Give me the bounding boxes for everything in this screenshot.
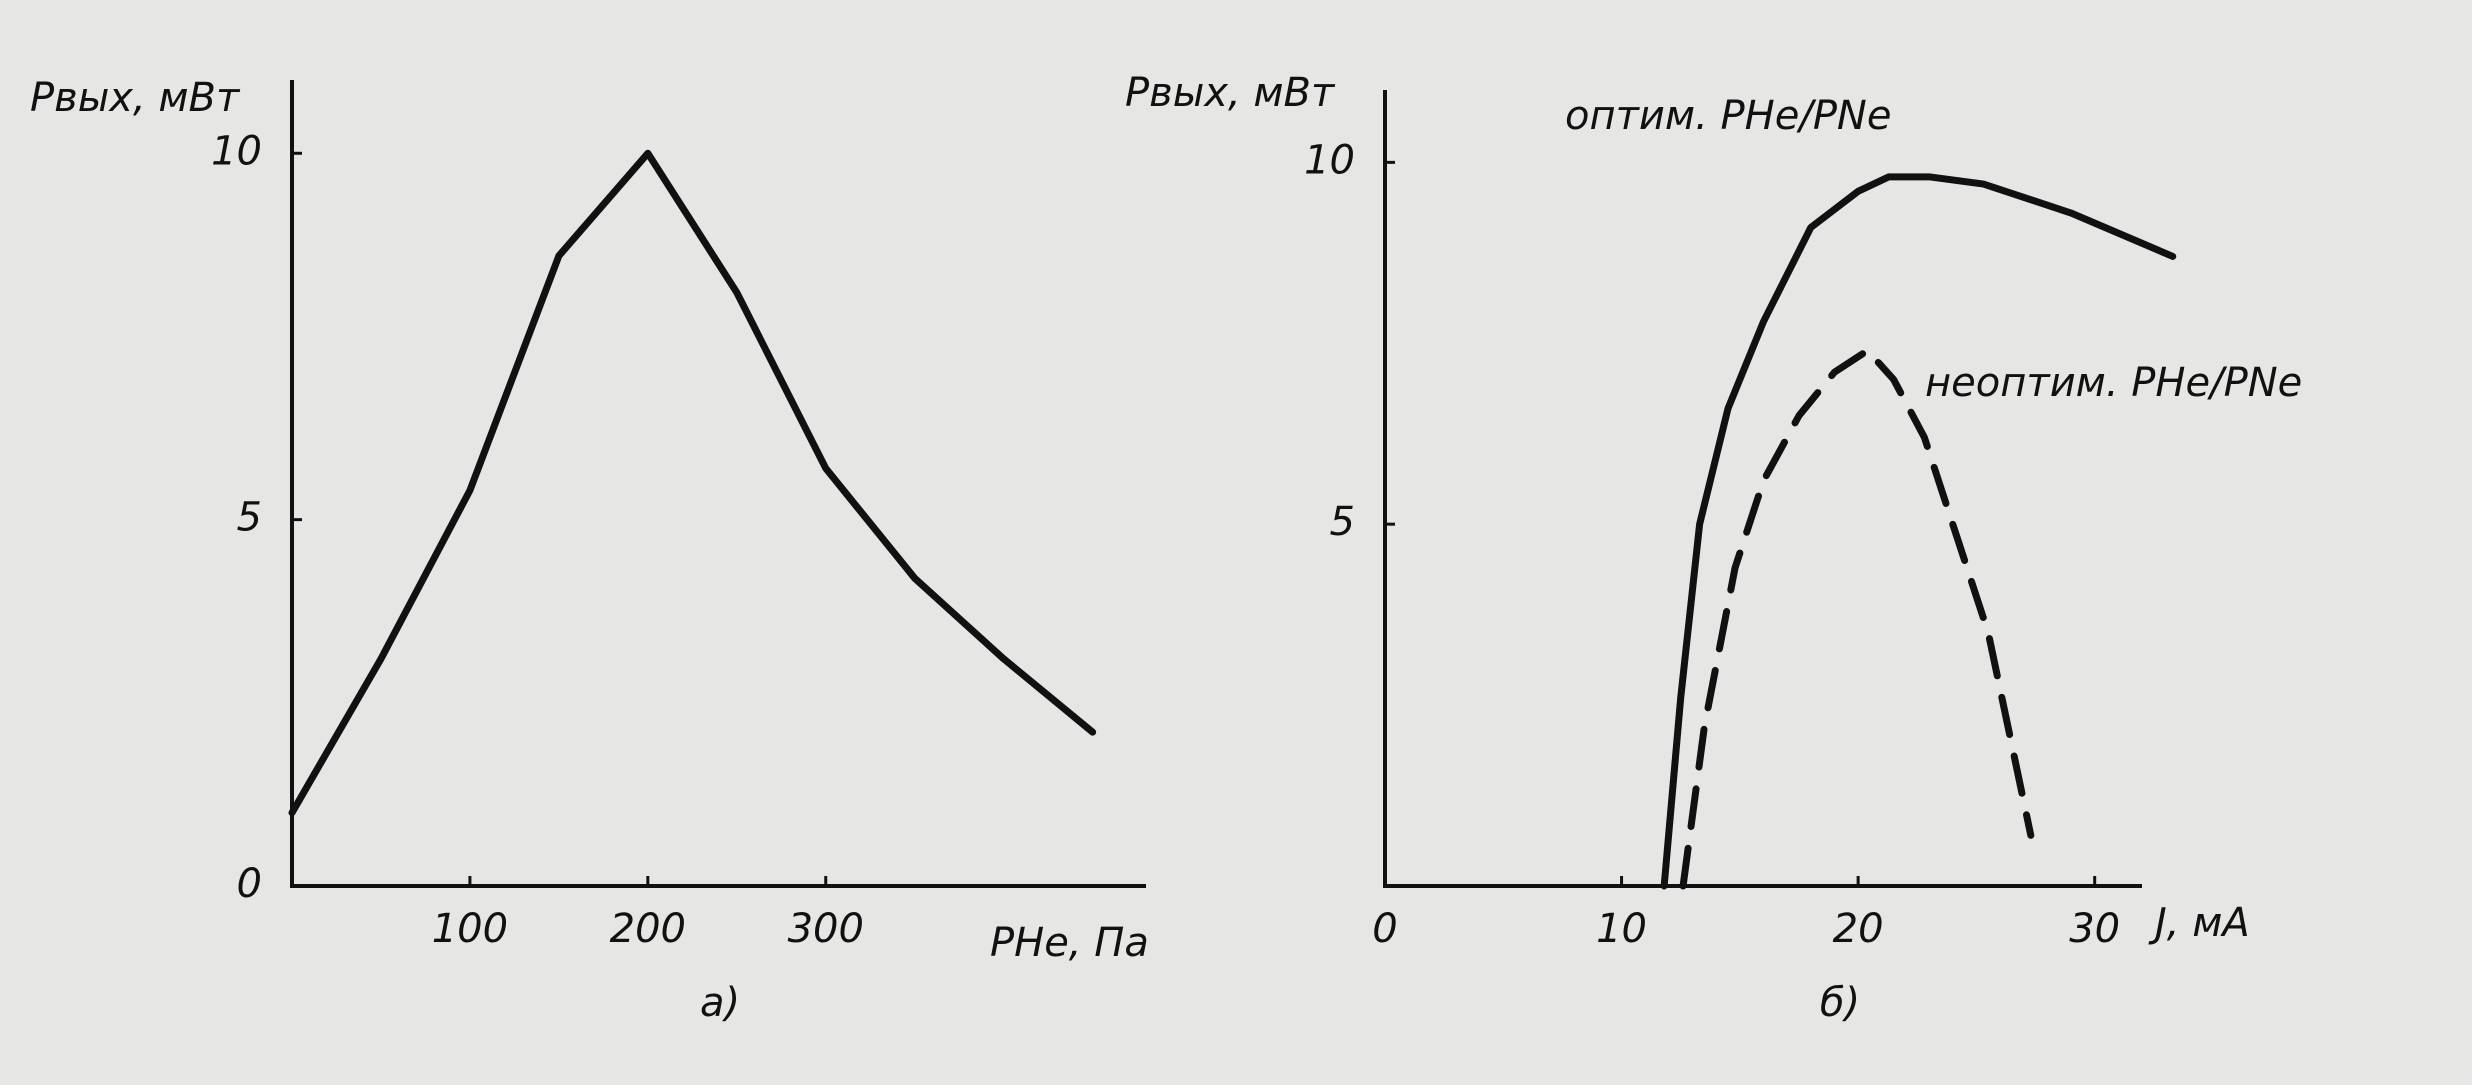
y-tick-label: 10 (211, 128, 262, 174)
x-tick-label: 300 (788, 906, 864, 952)
subtitle: а) (700, 980, 740, 1026)
x-axis-label: PHe, Па (990, 920, 1149, 966)
series-label: неоптим. PHe/PNe (1925, 360, 2302, 406)
x-tick-label: 0 (1372, 906, 1397, 952)
x-tick-label: 20 (1833, 906, 1884, 952)
subtitle: б) (1820, 980, 1860, 1026)
y-tick-label: 5 (1330, 499, 1355, 545)
curve (1679, 347, 2035, 890)
x-tick-label: 100 (432, 906, 508, 952)
x-tick-label: 200 (610, 906, 686, 952)
curve (1660, 173, 2177, 890)
y-tick-label: 0 (237, 861, 262, 907)
y-tick-label: 5 (237, 495, 262, 541)
axes (290, 80, 1146, 888)
axes (1383, 90, 2142, 888)
y-axis-label: Pвых, мВт (1125, 70, 1336, 116)
x-tick-label: 10 (1596, 906, 1647, 952)
y-axis-label: Pвых, мВт (30, 75, 241, 121)
curve (288, 149, 1097, 817)
x-axis-label: J, мА (2148, 900, 2250, 946)
x-tick-label: 30 (2069, 906, 2120, 952)
y-tick-label: 10 (1304, 137, 1355, 183)
series-label: оптим. PHe/PNe (1565, 93, 1891, 139)
